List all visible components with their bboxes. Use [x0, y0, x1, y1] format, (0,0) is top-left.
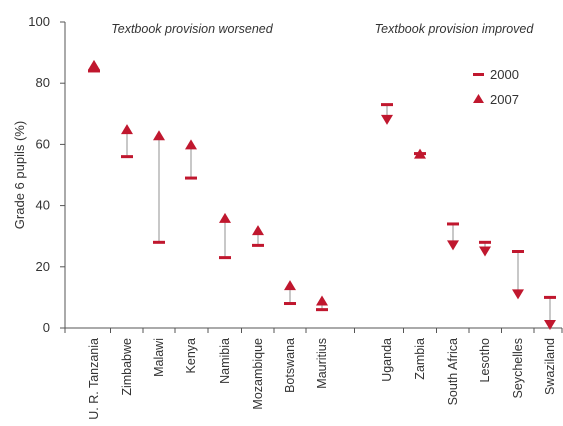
marker-2000 [252, 243, 264, 247]
marker-2007 [88, 59, 100, 70]
legend-label-2000: 2000 [490, 67, 519, 82]
category-label: Swaziland [543, 338, 557, 395]
legend-label-2007: 2007 [490, 92, 519, 107]
category-label: Lesotho [478, 338, 492, 383]
marker-2007 [284, 280, 296, 291]
category-label: Zambia [413, 338, 427, 380]
category-label: South Africa [446, 338, 460, 405]
marker-2000 [121, 155, 133, 159]
category-label: Mauritius [315, 338, 329, 389]
category-label: Zimbabwe [120, 338, 134, 396]
marker-2000 [88, 69, 100, 73]
y-tick-label: 20 [36, 259, 50, 274]
category-label: Kenya [184, 338, 198, 373]
legend: 2000 2007 [473, 67, 519, 107]
legend-marker-2007 [473, 94, 484, 103]
marker-2000 [544, 295, 556, 299]
marker-2007 [447, 240, 459, 251]
marker-2000 [284, 302, 296, 306]
marker-2000 [153, 240, 165, 244]
marker-2007 [414, 148, 426, 159]
marker-2007 [381, 114, 393, 125]
category-label: Namibia [218, 338, 232, 384]
marker-2007 [512, 289, 524, 300]
category-label: Malawi [152, 338, 166, 377]
marker-2007 [544, 319, 556, 330]
marker-2007 [185, 139, 197, 150]
marker-2000 [381, 103, 393, 107]
marker-2000 [316, 308, 328, 312]
marker-2000 [219, 256, 231, 260]
y-tick-label: 0 [43, 320, 50, 335]
y-tick-label: 100 [28, 14, 50, 29]
category-label: Botswana [283, 338, 297, 393]
marker-2007 [219, 212, 231, 223]
marker-2000 [479, 240, 491, 244]
y-axis-title: Grade 6 pupils (%) [12, 121, 27, 229]
marker-2007 [252, 225, 264, 236]
marker-2000 [185, 176, 197, 180]
marker-2007 [479, 246, 491, 257]
category-label: Mozambique [251, 338, 265, 410]
annotation-improved: Textbook provision improved [375, 22, 535, 36]
category-label: U. R. Tanzania [87, 338, 101, 420]
annotation-worsened: Textbook provision worsened [111, 22, 273, 36]
marker-2007 [153, 130, 165, 141]
category-label: Seychelles [511, 338, 525, 398]
marker-2007 [121, 124, 133, 135]
marker-2007 [316, 295, 328, 306]
legend-marker-2000 [473, 73, 484, 76]
marker-2000 [512, 250, 524, 253]
y-tick-label: 80 [36, 75, 50, 90]
y-tick-label: 40 [36, 198, 50, 213]
marker-2000 [447, 222, 459, 226]
y-tick-label: 60 [36, 136, 50, 151]
category-label: Uganda [380, 338, 394, 382]
